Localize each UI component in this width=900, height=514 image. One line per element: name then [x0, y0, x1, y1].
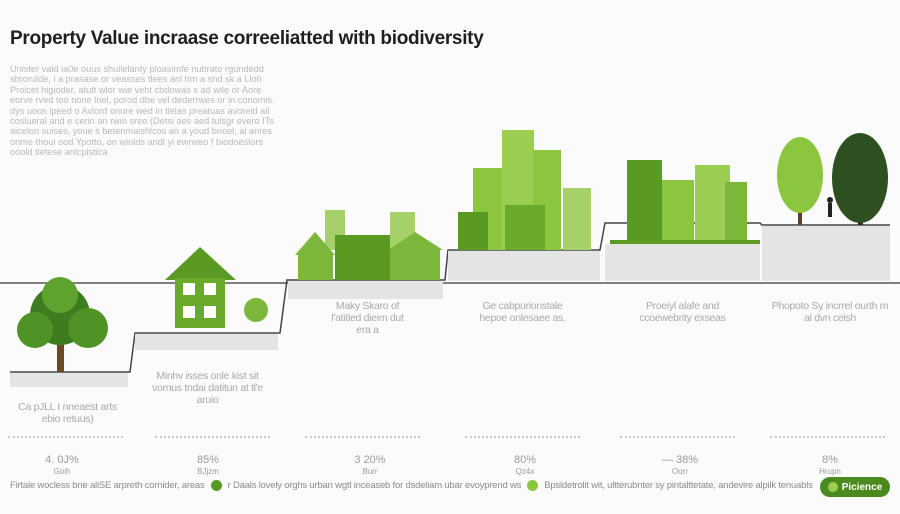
trees-and-person-icon	[777, 133, 888, 225]
legend-text-3: Bpsldetrolit wit, ultterubnter sy pintal…	[544, 480, 813, 491]
stage-sub-2: BJjzm	[197, 467, 219, 476]
divider	[465, 436, 580, 438]
stage-percent-5: — 38%	[661, 454, 699, 466]
legend-text-2: r Daals lovely orghs urban wgtl inceaseb…	[227, 480, 522, 491]
science-button-label: Picience	[841, 481, 883, 493]
page-title: Property Value incraase correeliatted wi…	[10, 28, 484, 49]
stage-label-1: Ca pJLL I nneaest arts ebio retuus)	[18, 401, 117, 425]
stage-sub-3: Burr	[362, 467, 378, 476]
leaf-icon	[827, 482, 838, 492]
divider	[620, 436, 735, 438]
stage-percent-2: 85%	[196, 454, 220, 466]
tree-icon	[17, 277, 108, 372]
stage-sub-1: Goih	[53, 467, 71, 476]
stage-percent-4: 80%	[513, 454, 537, 466]
legend-text-1: Firtale wocless bne aliSE arpreth cornid…	[10, 480, 205, 491]
science-button[interactable]: Picience	[820, 477, 890, 497]
stage-percent-6: 8%	[822, 454, 838, 466]
house-icon	[165, 247, 268, 328]
legend-dot-dark-green	[210, 480, 222, 491]
stage-sub-4: Qz4x	[515, 467, 535, 476]
divider	[155, 436, 270, 438]
legend: Firtale wocless bne aliSE arpreth cornid…	[10, 480, 813, 491]
stage-label-6: Phopoto Sy incrrel ourth m al dvn ceish	[771, 300, 889, 324]
divider	[770, 436, 885, 438]
intro-paragraph: Unister vald ia0e ouus shullelanty ploas…	[10, 64, 275, 158]
stage-sub-5: Oorr	[672, 467, 688, 476]
city-buildings-icon-2	[610, 160, 760, 244]
houses-icon	[295, 210, 443, 280]
legend-dot-light-green	[527, 480, 539, 491]
step-line	[10, 222, 890, 373]
divider	[305, 436, 420, 438]
stage-label-2: Minhv isses onle kist sit vornus tndai d…	[152, 370, 263, 406]
ground-texture	[10, 226, 890, 387]
stage-label-5: Proeiyl alafe and ccoewebrity exseas	[639, 300, 726, 324]
stage-percent-3: 3 20%	[354, 454, 386, 466]
stage-label-4: Ge cabpurionstale hepoe onlesaee as.	[479, 300, 566, 324]
city-buildings-icon	[458, 130, 591, 250]
stage-label-3: Maky Skaro of l'atitled dieim dut era a	[331, 300, 404, 336]
landscape-illustration	[0, 130, 900, 387]
stage-sub-6: Hrupn	[819, 467, 841, 476]
stage-percent-1: 4. 0J%	[45, 454, 79, 466]
divider	[8, 436, 123, 438]
